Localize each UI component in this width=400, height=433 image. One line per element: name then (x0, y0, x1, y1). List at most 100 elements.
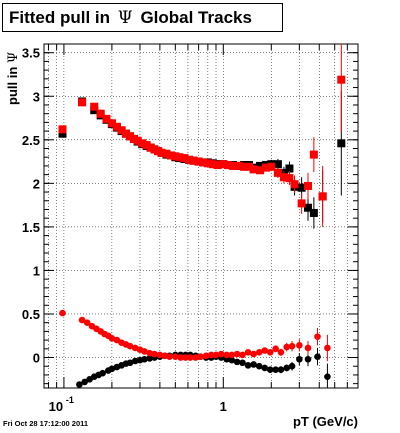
data-point (272, 366, 279, 374)
data-point (102, 114, 111, 123)
data-point (175, 153, 184, 162)
data-point (285, 164, 294, 173)
data-point (304, 344, 312, 352)
data-point (185, 155, 194, 164)
x-tick-label-exponent: -1 (66, 395, 74, 405)
data-point (283, 364, 291, 372)
data-point (78, 98, 87, 107)
data-point (212, 351, 220, 359)
x-tick-label: 1 (220, 399, 227, 414)
y-axis-label-prefix: pull in (5, 67, 20, 105)
chart-title: Fitted pull in Ψ Global Tracks (9, 8, 252, 28)
data-point (249, 165, 258, 174)
data-point (96, 109, 105, 118)
data-point (314, 333, 321, 340)
data-point (304, 203, 313, 212)
data-point (290, 180, 299, 189)
data-point (126, 342, 134, 350)
data-point (277, 348, 285, 356)
data-point (194, 157, 203, 166)
data-point (272, 345, 279, 353)
data-point (208, 160, 217, 169)
data-point (309, 208, 318, 217)
y-tick-label: 3 (33, 89, 40, 104)
data-point (180, 154, 189, 163)
data-point (256, 166, 265, 175)
data-point (245, 162, 254, 171)
chart-title-symbol: Ψ (117, 8, 133, 28)
data-point (167, 151, 176, 160)
y-tick-label: 0.5 (22, 307, 40, 322)
data-point (233, 358, 241, 366)
data-point (318, 192, 327, 201)
y-tick-label: 1 (33, 263, 40, 278)
data-point (277, 366, 285, 374)
data-point (83, 319, 91, 326)
data-point (273, 160, 282, 169)
data-point (324, 344, 331, 352)
y-tick-label: 3.5 (22, 46, 40, 61)
data-point (108, 335, 116, 342)
data-point (112, 122, 121, 131)
data-point (304, 181, 313, 190)
data-point (233, 350, 241, 358)
data-point (192, 354, 199, 361)
data-point (296, 355, 303, 363)
data-point (337, 139, 346, 148)
data-point (228, 351, 236, 359)
y-tick-label: 0 (33, 351, 40, 366)
data-point (337, 75, 346, 84)
x-axis-label: pT (GeV/c) (293, 414, 358, 429)
data-point (186, 354, 194, 361)
data-point (228, 356, 236, 364)
data-point (273, 168, 282, 177)
data-point (117, 126, 126, 135)
data-point (288, 362, 296, 370)
data-point (90, 102, 99, 111)
data-point (309, 150, 318, 159)
data-point (121, 129, 130, 138)
data-point (297, 183, 306, 192)
data-point (314, 353, 321, 360)
data-point (171, 152, 180, 161)
data-point (240, 162, 249, 171)
data-point (76, 381, 83, 388)
data-point (296, 342, 303, 349)
data-point (239, 359, 246, 367)
data-point (256, 161, 265, 170)
data-point (197, 353, 204, 360)
series-sigma-red (58, 44, 346, 227)
data-point (255, 362, 263, 370)
data-point (107, 119, 116, 128)
chart-title-prefix: Fitted pull in (9, 8, 111, 27)
data-point (166, 353, 173, 360)
data-point (58, 129, 67, 138)
y-tick-label: 1.5 (22, 220, 40, 235)
data-point (324, 373, 331, 380)
data-point (288, 342, 296, 350)
data-point (141, 355, 148, 363)
data-point (285, 174, 294, 183)
data-series (58, 44, 346, 388)
data-point (219, 160, 228, 169)
y-axis-label-symbol: Ψ (6, 52, 21, 63)
data-point (283, 343, 291, 351)
timestamp: Fri Oct 28 17:12:00 2011 (3, 419, 89, 428)
data-point (255, 348, 263, 356)
data-point (58, 125, 67, 134)
data-point (304, 355, 312, 363)
data-point (217, 350, 225, 358)
data-point (279, 173, 288, 182)
axes: 0 0.5 1 1.5 2 2.5 3 3.5 10 -1 1 (22, 43, 359, 414)
data-point (213, 161, 222, 170)
y-tick-label: 2.5 (22, 133, 40, 148)
x-tick-label: 10 (49, 399, 63, 414)
data-point (81, 378, 88, 386)
data-point (172, 353, 179, 360)
data-point (99, 369, 106, 377)
data-point (261, 347, 269, 354)
data-point (266, 348, 274, 356)
data-point (78, 316, 86, 324)
data-point (108, 365, 116, 373)
